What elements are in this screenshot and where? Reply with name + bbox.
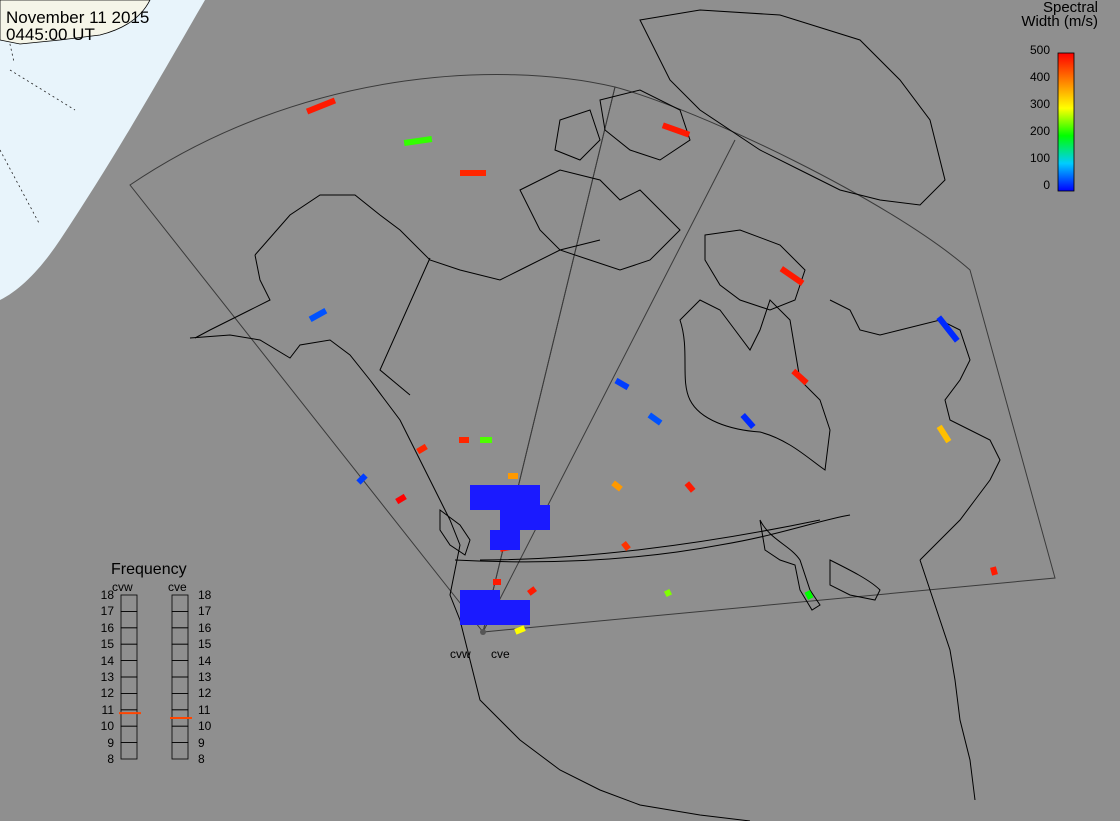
frequency-box bbox=[171, 676, 189, 694]
frequency-tick-right: 8 bbox=[198, 752, 205, 766]
frequency-box bbox=[171, 660, 189, 678]
frequency-tick-left: 11 bbox=[101, 702, 114, 717]
colorbar-tick-label: 0 bbox=[1043, 178, 1050, 192]
frequency-box bbox=[120, 594, 138, 612]
frequency-box bbox=[120, 611, 138, 629]
latitude-line bbox=[479, 519, 821, 561]
echo-cell bbox=[647, 412, 663, 426]
frequency-tick-left: 16 bbox=[100, 620, 114, 635]
frequency-tick-left: 9 bbox=[107, 735, 114, 750]
frequency-tick-left: 12 bbox=[100, 686, 114, 701]
echo-cell bbox=[395, 493, 407, 505]
frequency-tick-right: 15 bbox=[198, 637, 212, 652]
frequency-tick-left: 17 bbox=[100, 604, 114, 619]
frequency-tick-left: 14 bbox=[100, 653, 114, 668]
colorbar-tick-label: 300 bbox=[1029, 97, 1050, 111]
frequency-tick-right: 14 bbox=[198, 653, 212, 668]
colorbar-title-line2: Width (m/s) bbox=[1021, 13, 1098, 30]
frequency-tick-right: 12 bbox=[198, 686, 212, 701]
frequency-tick-left: 10 bbox=[100, 719, 114, 734]
frequency-box bbox=[171, 725, 189, 744]
frequency-tick-right: 11 bbox=[198, 702, 211, 717]
echo-cell bbox=[779, 266, 805, 286]
frequency-tick-right: 17 bbox=[198, 604, 212, 619]
colorbar-tick-label: 400 bbox=[1029, 70, 1050, 84]
frequency-box bbox=[171, 611, 189, 629]
freq-radar-cvw-label: cvw bbox=[112, 580, 133, 594]
colorbar bbox=[1057, 52, 1075, 192]
echo-cell bbox=[684, 481, 696, 493]
frequency-box bbox=[120, 627, 138, 645]
colorbar-tick-label: 100 bbox=[1029, 151, 1050, 165]
time-label: 0445:00 UT bbox=[6, 25, 95, 44]
frequency-box bbox=[171, 643, 189, 662]
echo-cell bbox=[661, 122, 691, 138]
frequency-tick-right: 10 bbox=[198, 719, 212, 734]
frequency-tick-right: 16 bbox=[198, 620, 212, 635]
frequency-tick-left: 13 bbox=[100, 670, 114, 684]
frequency-box bbox=[120, 676, 138, 694]
echo-cell bbox=[308, 308, 328, 322]
frequency-box bbox=[171, 742, 189, 760]
coastlines bbox=[189, 9, 1001, 821]
freq-radar-cve-label: cve bbox=[168, 580, 187, 594]
frequency-tick-right: 9 bbox=[198, 735, 205, 750]
echo-cell bbox=[614, 377, 630, 391]
frequency-scales bbox=[119, 594, 192, 760]
night-region bbox=[0, 0, 205, 300]
frequency-box bbox=[120, 660, 138, 678]
frequency-box bbox=[120, 693, 138, 711]
echo-cell bbox=[990, 566, 998, 576]
frequency-box bbox=[120, 725, 138, 744]
echo-cell bbox=[416, 443, 428, 455]
frequency-box bbox=[171, 594, 189, 612]
frequency-tick-left: 15 bbox=[100, 637, 114, 652]
echo-cell bbox=[791, 368, 809, 386]
echo-cell bbox=[403, 136, 433, 146]
echo-cell bbox=[621, 541, 631, 551]
echo-cell bbox=[514, 625, 526, 635]
arctic-land bbox=[0, 0, 151, 45]
radar-site-marker bbox=[480, 629, 486, 635]
radar-fov bbox=[129, 74, 1056, 634]
echo-cell bbox=[804, 590, 814, 600]
echo-cell bbox=[663, 588, 673, 598]
echo-cell bbox=[936, 315, 960, 343]
echo-cell bbox=[526, 586, 538, 596]
colorbar-tick-label: 200 bbox=[1029, 124, 1050, 138]
site-label-cvw: cvw bbox=[450, 647, 471, 661]
scatter-echoes bbox=[305, 97, 998, 635]
echo-cell bbox=[740, 413, 756, 429]
frequency-tick-left: 18 bbox=[100, 588, 114, 602]
frequency-box bbox=[120, 643, 138, 662]
frequency-tick-right: 13 bbox=[198, 670, 212, 684]
site-label-cve: cve bbox=[491, 647, 510, 661]
frequency-title: Frequency bbox=[111, 561, 187, 578]
date-label: November 11 2015 bbox=[6, 8, 150, 27]
frequency-tick-left: 8 bbox=[107, 752, 114, 766]
near-range-echoes bbox=[460, 485, 550, 625]
colorbar-title-line1: Spectral bbox=[1042, 0, 1098, 16]
frequency-box bbox=[171, 693, 189, 711]
echo-cell bbox=[356, 473, 368, 485]
frequency-box bbox=[120, 742, 138, 760]
echo-cell bbox=[305, 97, 337, 115]
frequency-tick-right: 18 bbox=[198, 588, 212, 602]
colorbar-tick-label: 500 bbox=[1029, 43, 1050, 57]
frequency-box bbox=[171, 627, 189, 645]
echo-cell bbox=[611, 480, 623, 492]
echo-cell bbox=[936, 424, 952, 444]
